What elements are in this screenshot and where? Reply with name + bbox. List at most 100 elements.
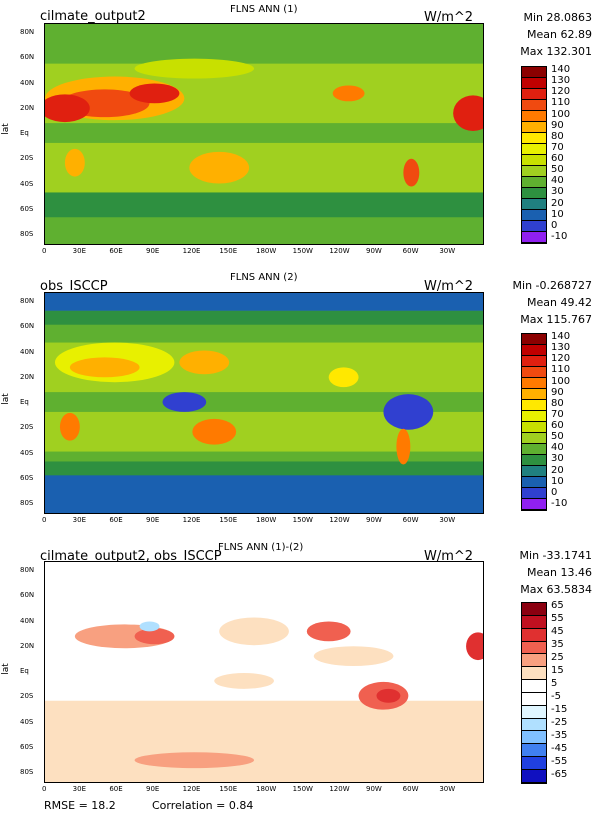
colorbar-tick-label: 110: [551, 364, 571, 376]
lon-tick-label: 60E: [109, 516, 123, 524]
colorbar-swatch: [522, 654, 546, 668]
lon-tick-label: 90E: [146, 785, 160, 793]
lat-tick-label: 80N: [20, 297, 35, 305]
colorbar-tick-label: 100: [551, 108, 571, 120]
stat-mean: Mean 49.42: [527, 296, 592, 309]
colorbar-tick-label: -35: [551, 730, 568, 741]
colorbar-tick-label: 30: [551, 186, 564, 198]
lon-tick-label: 30W: [439, 247, 456, 255]
colorbar-swatch: [522, 499, 546, 510]
colorbar-swatch: [522, 345, 546, 356]
colorbar-tick-label: -65: [551, 769, 568, 780]
colorbar-swatch: [522, 144, 546, 155]
colorbar-swatch: [522, 692, 546, 706]
stat-mean: Mean 13.46: [527, 566, 592, 579]
lat-tick-label: Eq: [20, 129, 29, 137]
colorbar: [521, 602, 547, 784]
colorbar-swatch: [522, 603, 546, 616]
lat-tick-label: 40S: [20, 179, 34, 188]
colorbar-swatch: [522, 367, 546, 378]
colorbar-tick-label: 90: [551, 119, 564, 131]
colorbar-tick-label: -10: [551, 497, 568, 509]
colorbar-swatch: [522, 111, 546, 122]
lat-tick-label: 20S: [20, 154, 34, 163]
lat-tick-label: Eq: [20, 398, 29, 406]
colorbar-tick-label: -10: [551, 230, 568, 242]
colorbar-tick-label: 60: [551, 153, 564, 164]
lon-tick-label: 120E: [182, 247, 201, 255]
lat-tick-label: 20N: [20, 372, 35, 381]
lon-tick-label: 180W: [256, 247, 277, 255]
colorbar-swatch: [522, 744, 546, 758]
colorbar-swatch: [522, 422, 546, 433]
stat-min: Min -0.268727: [512, 279, 592, 292]
colorbar-tick-label: 25: [551, 652, 564, 663]
colorbar-swatch: [522, 188, 546, 199]
lon-tick-label: 60E: [109, 247, 123, 255]
colorbar: [521, 66, 547, 244]
colorbar-swatch: [522, 389, 546, 400]
lat-tick-label: 60S: [20, 204, 34, 213]
stat-min: Min 28.0863: [523, 11, 592, 24]
colorbar-swatch: [522, 705, 546, 719]
colorbar-swatch: [522, 680, 546, 693]
colorbar-tick-label: 10: [551, 208, 564, 220]
lon-tick-label: 30E: [72, 247, 86, 255]
map-model-flns: [44, 23, 484, 245]
colorbar-swatch: [522, 334, 546, 345]
lon-tick-label: 150W: [292, 785, 313, 793]
colorbar-tick-label: 120: [551, 353, 571, 365]
colorbar-tick-label: 15: [551, 665, 564, 676]
colorbar-swatch: [522, 628, 546, 642]
colorbar-swatch: [522, 155, 546, 166]
colorbar-swatch: [522, 378, 546, 389]
stat-max: Max 63.5834: [520, 583, 592, 596]
lon-tick-label: 30E: [72, 516, 86, 524]
lat-tick-label: 40N: [20, 78, 35, 87]
lon-tick-label: 150W: [292, 516, 313, 524]
colorbar-tick-label: 130: [551, 75, 571, 87]
colorbar-tick-label: 20: [551, 464, 564, 476]
case-title: cilmate_output2, obs_ISCCP: [40, 549, 222, 564]
y-axis-label: lat: [0, 663, 11, 675]
lat-tick-label: 20S: [20, 423, 34, 432]
lat-tick-label: 80N: [20, 28, 35, 36]
colorbar-swatch: [522, 133, 546, 144]
y-axis-label: lat: [0, 123, 11, 135]
stat-max: Max 115.767: [520, 313, 592, 326]
colorbar-tick-label: 50: [551, 164, 564, 176]
lon-tick-label: 150E: [219, 247, 238, 255]
lat-tick-label: 40N: [20, 347, 35, 356]
colorbar-tick-label: 60: [551, 420, 564, 431]
lon-tick-label: 30W: [439, 516, 456, 524]
map-field: [45, 293, 483, 513]
lat-tick-label: Eq: [20, 667, 29, 675]
lat-tick-label: 20S: [20, 692, 34, 701]
colorbar-tick-label: 40: [551, 175, 564, 187]
case-title: obs_ISCCP: [40, 279, 108, 294]
lat-tick-label: 60S: [20, 473, 34, 482]
lon-tick-label: 30E: [72, 785, 86, 793]
colorbar-swatch: [522, 100, 546, 111]
colorbar-swatch: [522, 466, 546, 477]
colorbar-swatch: [522, 199, 546, 210]
colorbar-swatch: [522, 444, 546, 455]
lat-tick-label: 60N: [20, 591, 35, 600]
colorbar-swatch: [522, 477, 546, 488]
lon-tick-label: 120W: [329, 516, 350, 524]
colorbar-tick-label: 20: [551, 197, 564, 209]
colorbar-tick-label: 100: [551, 375, 571, 387]
lon-tick-label: 30W: [439, 785, 456, 793]
lat-tick-label: 60S: [20, 742, 34, 751]
map-obs-flns: [44, 292, 484, 514]
colorbar-tick-label: 40: [551, 442, 564, 454]
rmse-label: RMSE = 18.2: [44, 799, 116, 812]
map-difference-flns: [44, 561, 484, 783]
lon-tick-label: 180W: [256, 516, 277, 524]
lon-tick-label: 90W: [366, 785, 382, 793]
colorbar-swatch: [522, 356, 546, 367]
units-label: W/m^2: [424, 10, 474, 25]
colorbar-tick-label: 50: [551, 431, 564, 443]
panel-obs: obs_ISCCP FLNS ANN (2) W/m^2 Min -0.2687…: [0, 270, 606, 540]
colorbar-swatch: [522, 221, 546, 232]
